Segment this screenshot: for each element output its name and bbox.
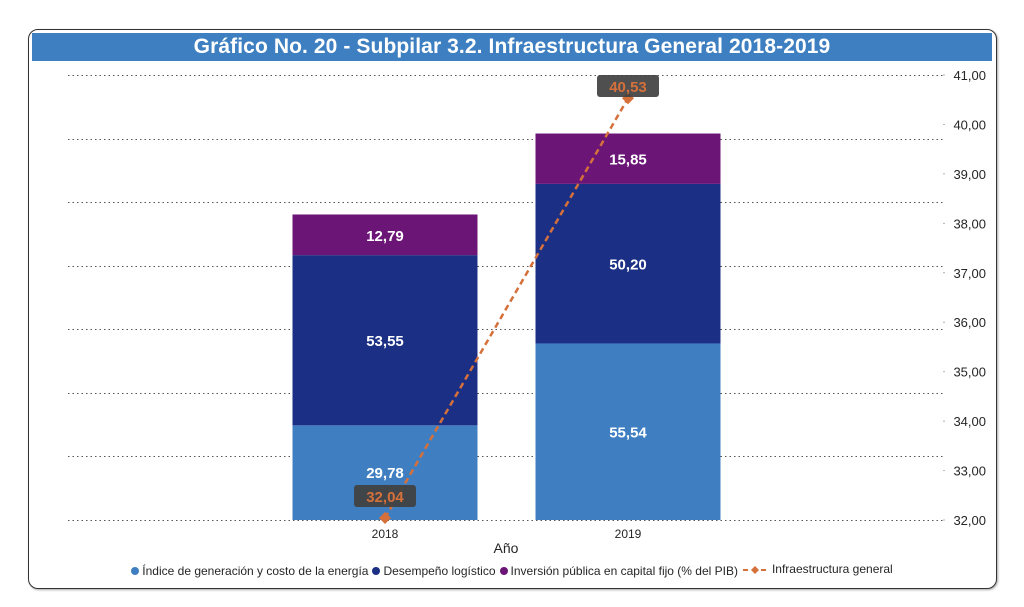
bar-segment-2019-1 [535,183,721,344]
x-axis-title: Año [494,540,519,556]
y-tick-label: 40,00 [953,117,986,132]
chart-title: Gráfico No. 20 - Subpilar 3.2. Infraestr… [32,33,992,61]
y-tick [943,173,945,175]
y-tick-label: 32,00 [953,513,986,528]
bar-data-label: 29,78 [366,465,404,482]
line-series: 32,04 40,53 [354,75,659,525]
y-tick [943,321,945,323]
bars [292,133,721,520]
bar-data-label: 12,79 [366,228,404,245]
y-tick-label: 39,00 [953,167,986,182]
y-tick [943,74,945,76]
legend-item: Infraestructura general [742,562,893,576]
legend-label: Inversión pública en capital fijo (% del… [510,564,738,578]
gridlines [68,75,943,521]
line-data-label: 32,04 [366,489,404,506]
x-tick-label: 2018 [372,527,399,541]
line-label-box [597,75,659,97]
y-tick-label: 36,00 [953,315,986,330]
y-tick-label: 34,00 [953,414,986,429]
legend-item: Inversión pública en capital fijo (% del… [499,564,738,578]
bar-data-label: 15,85 [609,152,647,169]
secondary-y-axis: 32,00 33,00 34,00 35,00 36,00 37,00 38,00 39,00… [943,68,986,528]
bar-labels: 29,78 53,55 12,79 55,54 50,20 15,85 [366,152,647,482]
bar-data-label: 50,20 [609,257,647,274]
bar-segment-2018-1 [292,255,478,426]
legend: Índice de generación y costo de la energ… [0,562,1024,578]
bar-segment-2018-2 [292,214,478,256]
line-path [383,97,630,519]
line-marker-2018 [379,512,391,525]
legend-line-diamond-icon [742,564,768,574]
line-label-box [354,485,416,507]
bar-data-label: 53,55 [366,333,404,350]
y-tick [943,371,945,373]
line-data-label: 40,53 [609,79,647,96]
legend-item: Índice de generación y costo de la energ… [131,564,368,578]
y-tick [943,420,945,422]
y-tick [943,469,945,472]
y-tick-label: 41,00 [953,68,986,83]
bar-segment-2019-2 [535,133,721,184]
y-tick-label: 37,00 [953,266,986,281]
x-tick-label: 2019 [615,527,642,541]
legend-dot-icon [499,567,508,575]
y-tick [943,222,945,224]
y-tick [943,272,945,274]
y-tick-label: 33,00 [953,464,986,479]
legend-dot-icon [131,567,140,575]
legend-label: Desempeño logístico [383,564,496,578]
legend-item: Desempeño logístico [372,564,496,578]
y-tick [943,123,945,126]
bar-data-label: 55,54 [609,425,647,442]
chart-frame [28,29,997,589]
legend-label: Infraestructura general [771,562,893,576]
legend-label: Índice de generación y costo de la energ… [142,564,369,578]
bar-segment-2019-0 [535,343,721,520]
legend-dot-icon [372,567,381,575]
y-tick [943,519,945,521]
y-tick-label: 35,00 [953,365,986,380]
y-tick-label: 38,00 [953,216,986,231]
x-axis: 2018 2019 Año [372,527,642,556]
